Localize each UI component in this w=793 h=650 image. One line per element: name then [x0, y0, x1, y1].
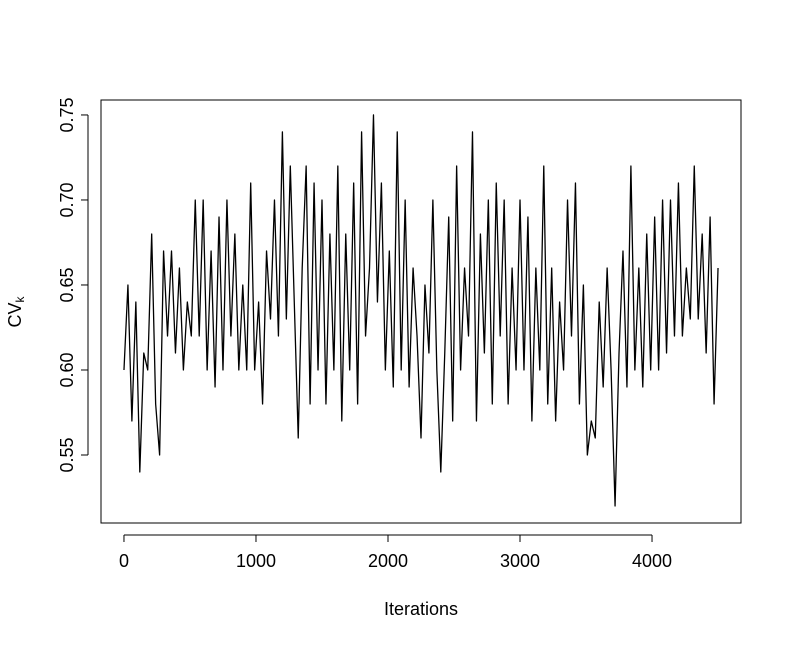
x-tick-label: 1000: [236, 551, 276, 571]
y-tick-label: 0.75: [57, 97, 77, 132]
x-axis-label: Iterations: [384, 599, 458, 619]
y-tick-label: 0.65: [57, 267, 77, 302]
y-axis-label: CVk: [5, 295, 27, 327]
y-tick-label: 0.60: [57, 352, 77, 387]
y-axis-label-main: CV: [5, 302, 25, 327]
x-tick-label: 2000: [368, 551, 408, 571]
y-axis-label-subscript: k: [13, 295, 27, 302]
y-tick-label: 0.55: [57, 437, 77, 472]
x-tick-label: 0: [119, 551, 129, 571]
plot-frame: [100, 99, 742, 524]
x-tick-label: 4000: [632, 551, 672, 571]
trace-line: [123, 114, 719, 507]
y-tick-label: 0.70: [57, 182, 77, 217]
x-tick-label: 3000: [500, 551, 540, 571]
